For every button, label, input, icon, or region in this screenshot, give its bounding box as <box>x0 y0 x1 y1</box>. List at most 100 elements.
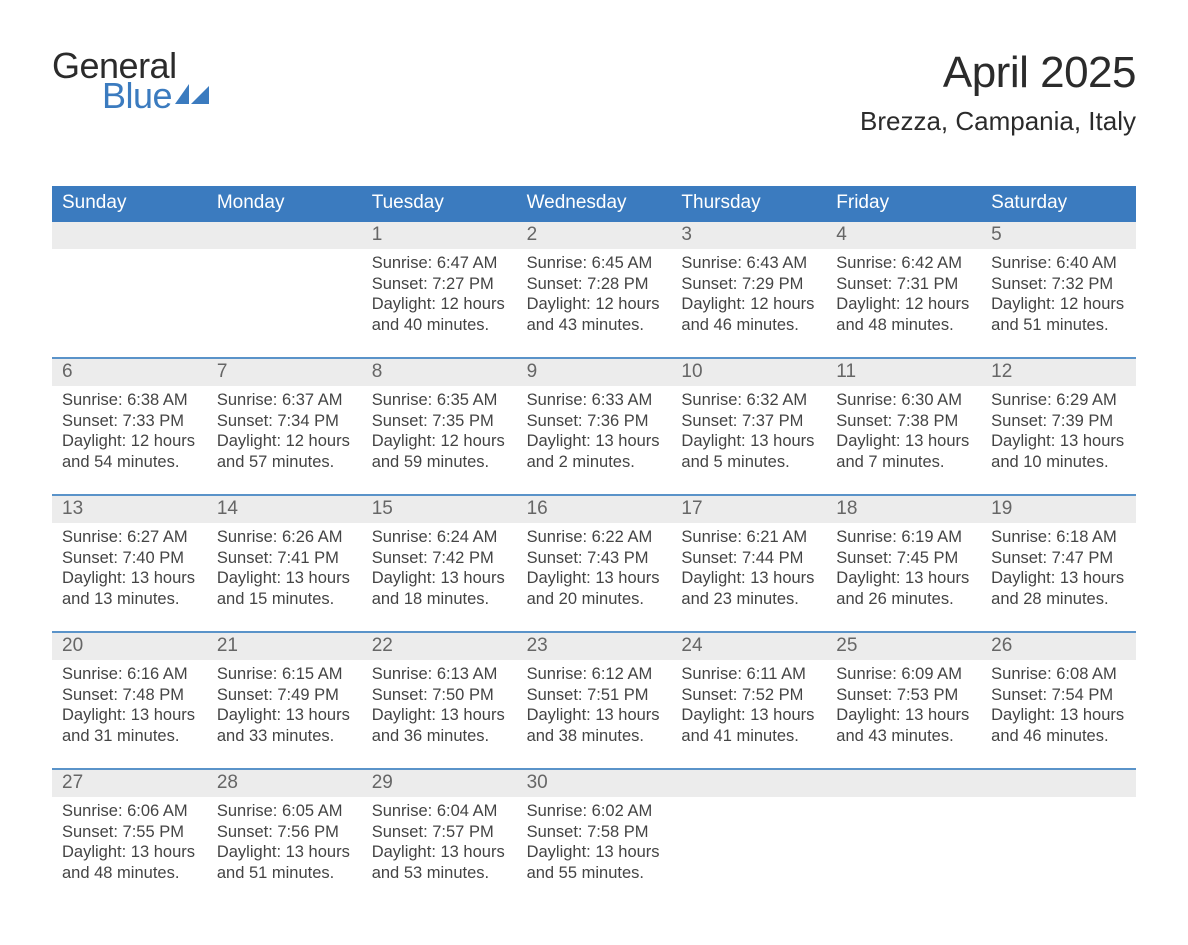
day-number: 14 <box>207 496 362 523</box>
day-number: 15 <box>362 496 517 523</box>
daylight-line: Daylight: 13 hours and 46 minutes. <box>991 705 1126 746</box>
daylight-line: Daylight: 12 hours and 46 minutes. <box>681 294 816 335</box>
day-number: 4 <box>826 222 981 249</box>
sunset-line: Sunset: 7:58 PM <box>527 822 662 843</box>
daylight-line: Daylight: 13 hours and 48 minutes. <box>62 842 197 883</box>
sunset-line: Sunset: 7:49 PM <box>217 685 352 706</box>
calendar-week: 12345Sunrise: 6:47 AMSunset: 7:27 PMDayl… <box>52 222 1136 357</box>
day-cell: Sunrise: 6:47 AMSunset: 7:27 PMDaylight:… <box>362 249 517 357</box>
daylight-line: Daylight: 12 hours and 59 minutes. <box>372 431 507 472</box>
sunset-line: Sunset: 7:35 PM <box>372 411 507 432</box>
sunset-line: Sunset: 7:43 PM <box>527 548 662 569</box>
daylight-line: Daylight: 13 hours and 41 minutes. <box>681 705 816 746</box>
day-cell: Sunrise: 6:43 AMSunset: 7:29 PMDaylight:… <box>671 249 826 357</box>
day-body-row: Sunrise: 6:06 AMSunset: 7:55 PMDaylight:… <box>52 797 1136 905</box>
day-cell: Sunrise: 6:11 AMSunset: 7:52 PMDaylight:… <box>671 660 826 768</box>
sunrise-line: Sunrise: 6:05 AM <box>217 801 352 822</box>
calendar: SundayMondayTuesdayWednesdayThursdayFrid… <box>52 186 1136 905</box>
day-number: 17 <box>671 496 826 523</box>
day-cell: Sunrise: 6:38 AMSunset: 7:33 PMDaylight:… <box>52 386 207 494</box>
day-number: 20 <box>52 633 207 660</box>
day-body-row: Sunrise: 6:38 AMSunset: 7:33 PMDaylight:… <box>52 386 1136 494</box>
day-cell: Sunrise: 6:04 AMSunset: 7:57 PMDaylight:… <box>362 797 517 905</box>
day-number: 12 <box>981 359 1136 386</box>
month-title: April 2025 <box>860 48 1136 98</box>
daylight-line: Daylight: 13 hours and 28 minutes. <box>991 568 1126 609</box>
day-header: Saturday <box>981 186 1136 222</box>
daylight-line: Daylight: 12 hours and 57 minutes. <box>217 431 352 472</box>
day-cell: Sunrise: 6:08 AMSunset: 7:54 PMDaylight:… <box>981 660 1136 768</box>
day-number: 2 <box>517 222 672 249</box>
day-cell: Sunrise: 6:15 AMSunset: 7:49 PMDaylight:… <box>207 660 362 768</box>
day-number-row: 13141516171819 <box>52 496 1136 523</box>
sunrise-line: Sunrise: 6:43 AM <box>681 253 816 274</box>
day-number: 7 <box>207 359 362 386</box>
day-number <box>207 222 362 249</box>
sunrise-line: Sunrise: 6:32 AM <box>681 390 816 411</box>
daylight-line: Daylight: 12 hours and 40 minutes. <box>372 294 507 335</box>
sunrise-line: Sunrise: 6:35 AM <box>372 390 507 411</box>
day-number: 29 <box>362 770 517 797</box>
sunset-line: Sunset: 7:52 PM <box>681 685 816 706</box>
day-number: 27 <box>52 770 207 797</box>
day-cell <box>981 797 1136 905</box>
sunrise-line: Sunrise: 6:27 AM <box>62 527 197 548</box>
day-cell: Sunrise: 6:45 AMSunset: 7:28 PMDaylight:… <box>517 249 672 357</box>
sunrise-line: Sunrise: 6:30 AM <box>836 390 971 411</box>
day-cell <box>52 249 207 357</box>
day-cell: Sunrise: 6:21 AMSunset: 7:44 PMDaylight:… <box>671 523 826 631</box>
daylight-line: Daylight: 13 hours and 13 minutes. <box>62 568 197 609</box>
day-cell: Sunrise: 6:05 AMSunset: 7:56 PMDaylight:… <box>207 797 362 905</box>
day-cell: Sunrise: 6:35 AMSunset: 7:35 PMDaylight:… <box>362 386 517 494</box>
day-header: Tuesday <box>362 186 517 222</box>
day-number: 25 <box>826 633 981 660</box>
sunset-line: Sunset: 7:57 PM <box>372 822 507 843</box>
sunrise-line: Sunrise: 6:12 AM <box>527 664 662 685</box>
day-number: 3 <box>671 222 826 249</box>
sunrise-line: Sunrise: 6:37 AM <box>217 390 352 411</box>
day-cell: Sunrise: 6:19 AMSunset: 7:45 PMDaylight:… <box>826 523 981 631</box>
day-cell: Sunrise: 6:09 AMSunset: 7:53 PMDaylight:… <box>826 660 981 768</box>
daylight-line: Daylight: 13 hours and 2 minutes. <box>527 431 662 472</box>
day-number: 8 <box>362 359 517 386</box>
day-header: Wednesday <box>517 186 672 222</box>
day-cell <box>207 249 362 357</box>
day-number: 11 <box>826 359 981 386</box>
sunrise-line: Sunrise: 6:33 AM <box>527 390 662 411</box>
daylight-line: Daylight: 13 hours and 51 minutes. <box>217 842 352 883</box>
day-number: 16 <box>517 496 672 523</box>
sunrise-line: Sunrise: 6:11 AM <box>681 664 816 685</box>
day-number-row: 6789101112 <box>52 359 1136 386</box>
daylight-line: Daylight: 12 hours and 48 minutes. <box>836 294 971 335</box>
daylight-line: Daylight: 13 hours and 18 minutes. <box>372 568 507 609</box>
calendar-body: 12345Sunrise: 6:47 AMSunset: 7:27 PMDayl… <box>52 222 1136 905</box>
sunset-line: Sunset: 7:50 PM <box>372 685 507 706</box>
day-cell <box>671 797 826 905</box>
sunset-line: Sunset: 7:37 PM <box>681 411 816 432</box>
day-number: 30 <box>517 770 672 797</box>
sunset-line: Sunset: 7:54 PM <box>991 685 1126 706</box>
day-number: 22 <box>362 633 517 660</box>
sunrise-line: Sunrise: 6:18 AM <box>991 527 1126 548</box>
day-number: 28 <box>207 770 362 797</box>
day-cell: Sunrise: 6:37 AMSunset: 7:34 PMDaylight:… <box>207 386 362 494</box>
sunset-line: Sunset: 7:33 PM <box>62 411 197 432</box>
sail-icon <box>175 84 215 108</box>
sunrise-line: Sunrise: 6:24 AM <box>372 527 507 548</box>
sunset-line: Sunset: 7:39 PM <box>991 411 1126 432</box>
day-number: 24 <box>671 633 826 660</box>
daylight-line: Daylight: 13 hours and 7 minutes. <box>836 431 971 472</box>
daylight-line: Daylight: 13 hours and 38 minutes. <box>527 705 662 746</box>
day-cell: Sunrise: 6:24 AMSunset: 7:42 PMDaylight:… <box>362 523 517 631</box>
brand-word-blue: Blue <box>102 78 177 114</box>
location-title: Brezza, Campania, Italy <box>860 106 1136 137</box>
daylight-line: Daylight: 13 hours and 10 minutes. <box>991 431 1126 472</box>
sunset-line: Sunset: 7:45 PM <box>836 548 971 569</box>
daylight-line: Daylight: 13 hours and 53 minutes. <box>372 842 507 883</box>
day-number-row: 27282930 <box>52 770 1136 797</box>
sunrise-line: Sunrise: 6:47 AM <box>372 253 507 274</box>
day-number: 19 <box>981 496 1136 523</box>
day-number-row: 12345 <box>52 222 1136 249</box>
day-cell: Sunrise: 6:13 AMSunset: 7:50 PMDaylight:… <box>362 660 517 768</box>
calendar-header-row: SundayMondayTuesdayWednesdayThursdayFrid… <box>52 186 1136 222</box>
